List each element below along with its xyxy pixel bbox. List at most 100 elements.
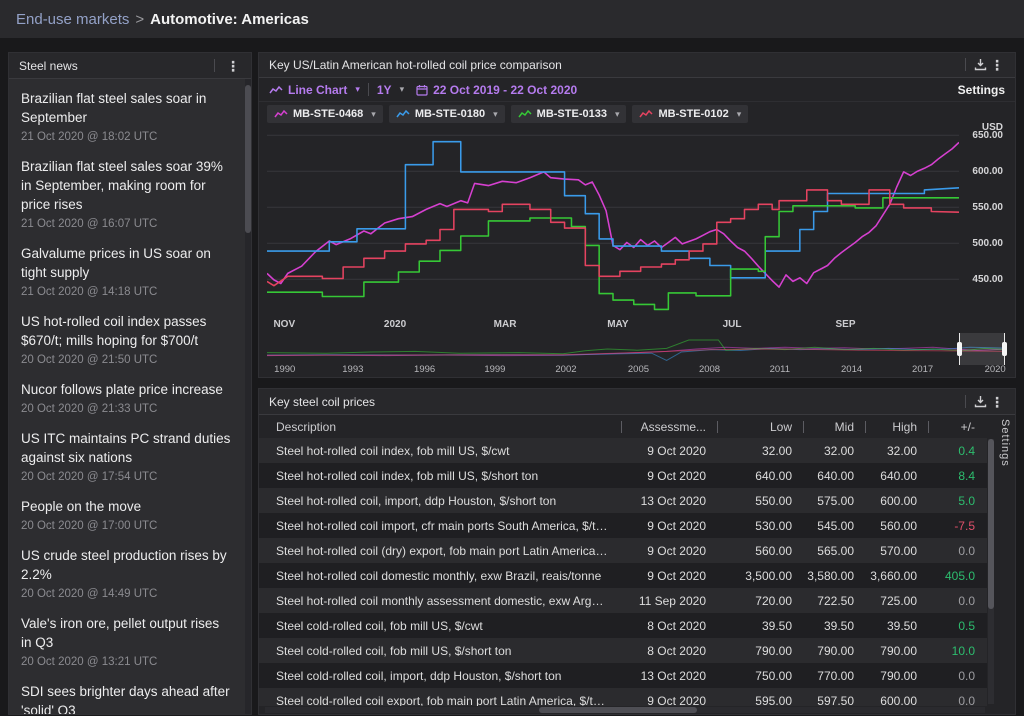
brush-handle-right[interactable] — [1002, 342, 1007, 356]
cell-low: 530.00 — [718, 519, 804, 533]
breadcrumb-separator: > — [135, 11, 144, 28]
news-item-title: SDI sees brighter days ahead after 'soli… — [21, 682, 233, 714]
news-item[interactable]: Brazilian flat steel sales soar 39% in S… — [21, 157, 233, 232]
x-axis-tick: NOV — [273, 319, 295, 330]
news-item-timestamp: 20 Oct 2020 @ 17:00 UTC — [21, 518, 233, 534]
chart-navigator[interactable] — [267, 334, 1007, 364]
divider — [368, 83, 369, 96]
column-header-mid[interactable]: Mid — [804, 420, 866, 434]
nav-year-tick: 2011 — [770, 364, 790, 375]
nav-year-tick: 2014 — [841, 364, 862, 375]
table-vscrollbar-thumb[interactable] — [988, 439, 994, 609]
cell-low: 720.00 — [718, 594, 804, 608]
table-hscrollbar-thumb[interactable] — [539, 707, 697, 713]
table-row[interactable]: Steel cold-rolled coil export, fob main … — [259, 688, 987, 706]
news-item[interactable]: US ITC maintains PC strand duties agains… — [21, 429, 233, 485]
chart-type-label: Line Chart — [288, 83, 347, 97]
news-item[interactable]: SDI sees brighter days ahead after 'soli… — [21, 682, 233, 714]
series-chip[interactable]: MB-STE-0180▾ — [389, 105, 505, 123]
cell-description: Steel hot-rolled coil import, cfr main p… — [259, 519, 622, 533]
column-header-[interactable]: +/- — [929, 420, 987, 434]
column-header-description[interactable]: Description — [259, 420, 622, 434]
news-item-timestamp: 20 Oct 2020 @ 17:54 UTC — [21, 469, 233, 485]
cell-mid: 640.00 — [804, 469, 866, 483]
table-panel-header: Key steel coil prices ⋮ — [259, 389, 1015, 415]
cell-mid: 3,580.00 — [804, 569, 866, 583]
table-settings-strip: Settings — [995, 415, 1015, 714]
navigator-brush[interactable] — [959, 333, 1005, 365]
table-row[interactable]: Steel hot-rolled coil, import, ddp Houst… — [259, 488, 987, 513]
table-row[interactable]: Steel hot-rolled coil domestic monthly, … — [259, 563, 987, 588]
cell-mid: 545.00 — [804, 519, 866, 533]
date-range-picker[interactable]: 22 Oct 2019 - 22 Oct 2020 — [416, 83, 577, 97]
news-item[interactable]: Brazilian flat steel sales soar in Septe… — [21, 89, 233, 145]
series-chip[interactable]: MB-STE-0102▾ — [632, 105, 748, 123]
chart-settings-button[interactable]: Settings — [958, 83, 1005, 97]
news-panel-header: Steel news ⋮ — [9, 53, 251, 79]
cell-high: 3,660.00 — [866, 569, 929, 583]
kebab-menu-icon[interactable]: ⋮ — [987, 395, 1007, 409]
series-chip[interactable]: MB-STE-0468▾ — [267, 105, 383, 123]
cell-change: 0.0 — [929, 669, 987, 683]
kebab-menu-icon[interactable]: ⋮ — [987, 58, 1007, 72]
range-dropdown[interactable]: 1Y ▾ — [377, 83, 404, 97]
nav-year-tick: 2005 — [628, 364, 649, 375]
cell-change: 10.0 — [929, 644, 987, 658]
cell-high: 600.00 — [866, 694, 929, 707]
column-header-high[interactable]: High — [866, 420, 929, 434]
range-label: 1Y — [377, 83, 392, 97]
news-item[interactable]: Nucor follows plate price increase20 Oct… — [21, 380, 233, 417]
news-item[interactable]: US hot-rolled coil index passes $670/t; … — [21, 312, 233, 368]
news-item[interactable]: People on the move20 Oct 2020 @ 17:00 UT… — [21, 497, 233, 534]
key-steel-coil-prices-panel: Key steel coil prices ⋮ DescriptionAsses… — [258, 388, 1016, 715]
news-list: Brazilian flat steel sales soar in Septe… — [21, 89, 233, 714]
chevron-down-icon: ▾ — [400, 84, 405, 95]
nav-year-tick: 1996 — [414, 364, 435, 375]
news-item-timestamp: 20 Oct 2020 @ 14:49 UTC — [21, 586, 233, 602]
breadcrumb-parent-link[interactable]: End-use markets — [16, 11, 129, 28]
news-item[interactable]: Vale's iron ore, pellet output rises in … — [21, 614, 233, 670]
divider — [965, 395, 966, 408]
table-row[interactable]: Steel cold-rolled coil, import, ddp Hous… — [259, 663, 987, 688]
table-row[interactable]: Steel hot-rolled coil import, cfr main p… — [259, 513, 987, 538]
download-icon[interactable] — [974, 395, 987, 408]
table-row[interactable]: Steel cold-rolled coil, fob mill US, $/s… — [259, 638, 987, 663]
series-chip[interactable]: MB-STE-0133▾ — [511, 105, 627, 123]
news-item-title: Brazilian flat steel sales soar 39% in S… — [21, 157, 233, 214]
table-row[interactable]: Steel hot-rolled coil (dry) export, fob … — [259, 538, 987, 563]
cell-mid: 790.00 — [804, 644, 866, 658]
cell-low: 32.00 — [718, 444, 804, 458]
chart-type-dropdown[interactable]: Line Chart ▾ — [269, 83, 360, 97]
kebab-menu-icon[interactable]: ⋮ — [223, 59, 243, 73]
table-row[interactable]: Steel cold-rolled coil, fob mill US, $/c… — [259, 613, 987, 638]
table-settings-button[interactable]: Settings — [999, 415, 1011, 714]
series-line-icon — [518, 109, 532, 119]
cell-change: 8.4 — [929, 469, 987, 483]
column-header-low[interactable]: Low — [718, 420, 804, 434]
chart-panel-title: Key US/Latin American hot-rolled coil pr… — [269, 58, 562, 72]
x-axis-tick: MAR — [494, 319, 517, 330]
news-item[interactable]: Galvalume prices in US soar on tight sup… — [21, 244, 233, 300]
cell-assessment-date: 13 Oct 2020 — [622, 669, 718, 683]
brush-handle-left[interactable] — [957, 342, 962, 356]
cell-assessment-date: 9 Oct 2020 — [622, 544, 718, 558]
y-axis-labels: USD 650.00600.00550.00500.00450.00 — [959, 128, 1007, 318]
y-axis-tick: 650.00 — [959, 130, 1003, 141]
column-header-assessme[interactable]: Assessme... — [622, 420, 718, 434]
table-row[interactable]: Steel hot-rolled coil index, fob mill US… — [259, 438, 987, 463]
nav-year-tick: 1999 — [484, 364, 505, 375]
chevron-down-icon: ▾ — [371, 109, 376, 120]
news-item-title: US hot-rolled coil index passes $670/t; … — [21, 312, 233, 350]
cell-high: 640.00 — [866, 469, 929, 483]
news-item[interactable]: US crude steel production rises by 2.2%2… — [21, 546, 233, 602]
main-chart-area[interactable] — [267, 128, 959, 318]
chevron-down-icon: ▾ — [615, 109, 620, 120]
news-item-timestamp: 21 Oct 2020 @ 16:07 UTC — [21, 216, 233, 232]
table-row[interactable]: Steel hot-rolled coil monthly assessment… — [259, 588, 987, 613]
cell-assessment-date: 9 Oct 2020 — [622, 519, 718, 533]
price-series-MB-STE-0468 — [267, 142, 959, 287]
news-scrollbar-thumb[interactable] — [245, 85, 251, 233]
cell-description: Steel hot-rolled coil, import, ddp Houst… — [259, 494, 622, 508]
download-icon[interactable] — [974, 58, 987, 71]
table-row[interactable]: Steel hot-rolled coil index, fob mill US… — [259, 463, 987, 488]
